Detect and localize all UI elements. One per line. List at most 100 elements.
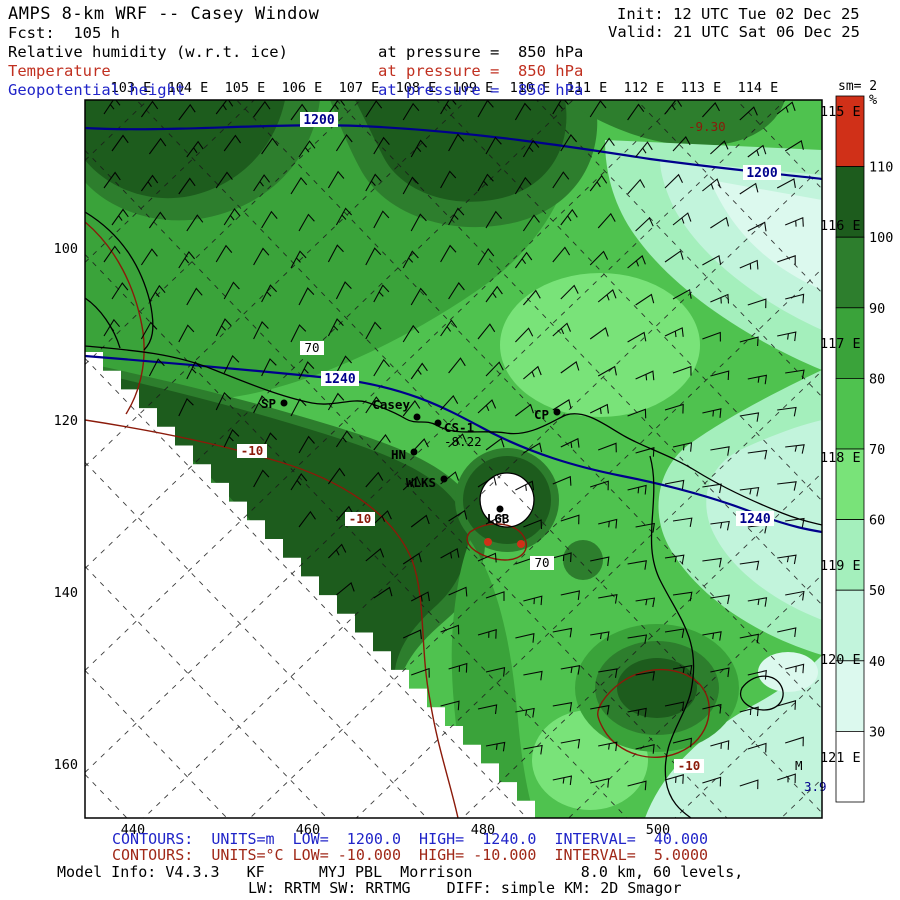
wind-barb: [448, 433, 467, 448]
temp-contour: [466, 523, 527, 561]
wind-barb: [552, 171, 570, 189]
wind-barb: [373, 210, 390, 229]
wind-barb: [635, 447, 655, 457]
colorbar-tick-label: 110: [869, 160, 893, 176]
label-box: [300, 112, 338, 127]
wind-barb: [672, 136, 691, 152]
wind-barb: [440, 100, 457, 115]
wind-barb: [739, 486, 760, 497]
wind-barb: [710, 216, 730, 229]
wind-barb: [597, 137, 615, 155]
graticule-line: [85, 100, 680, 671]
wind-barb: [702, 331, 721, 342]
wind-barb: [373, 136, 390, 155]
wind-barb: [635, 522, 655, 533]
wind-barb: [776, 178, 796, 189]
wind-barb: [739, 779, 759, 790]
wind-barb: [485, 741, 506, 752]
wind-barb: [672, 288, 692, 300]
wind-barb: [335, 281, 352, 300]
rh-fill-region: [500, 273, 700, 417]
wind-barb: [522, 289, 541, 306]
wind-barb: [672, 365, 692, 376]
wind-barb: [739, 259, 759, 270]
wind-barb: [710, 293, 730, 304]
axis-label-right: 121 E: [820, 750, 861, 766]
graticule-line: [355, 370, 822, 818]
wind-barb: [627, 331, 647, 343]
wind-barb: [327, 467, 346, 485]
wind-barb: [261, 210, 278, 229]
axis-label-right: 118 E: [820, 450, 861, 466]
graticule-line: [85, 670, 228, 818]
colorbar-segment: [835, 307, 865, 379]
wind-barb: [336, 581, 355, 596]
footer-contours-height: CONTOURS: UNITS=m LOW= 1200.0 HIGH= 1240…: [112, 830, 709, 848]
axis-label-top: 103 E: [111, 80, 152, 96]
wind-barb: [215, 171, 233, 189]
wind-barb: [627, 408, 647, 419]
wind-barb: [448, 357, 466, 374]
valid-time: Valid: 21 UTC Sat 06 Dec 25: [608, 23, 860, 41]
footer-model-info: Model Info: V4.3.3 KF MYJ PBL Morrison 8…: [57, 863, 744, 881]
wind-barb: [701, 102, 720, 118]
label-box: [321, 371, 359, 386]
wind-barb: [140, 100, 159, 118]
axis-label-top: 107 E: [339, 80, 380, 96]
wind-barb: [373, 434, 391, 451]
wind-barb: [785, 293, 805, 304]
wind-barb: [664, 173, 683, 189]
wind-barb: [702, 703, 722, 714]
wind-barb: [402, 250, 419, 269]
wind-barb: [290, 398, 307, 417]
wind-barb: [298, 140, 316, 158]
graticule-line: [235, 100, 822, 710]
wind-barb: [327, 100, 346, 115]
wind-barb: [785, 369, 805, 380]
wind-barb: [365, 100, 383, 118]
wind-barb: [365, 471, 384, 488]
wind-barb: [140, 321, 158, 340]
wind-barb: [335, 505, 354, 522]
station-wlks: WLKS: [406, 475, 448, 490]
wind-barb: [523, 442, 543, 454]
height-label-text: 1200: [303, 113, 334, 128]
wind-barb: [448, 509, 468, 522]
value-marker: -8.22: [444, 434, 482, 449]
graticule-line: [85, 150, 728, 818]
rh-fill-region: [355, 100, 567, 202]
axis-label-top: 110 E: [510, 80, 551, 96]
wind-barb: [140, 248, 158, 266]
wind-barb: [552, 552, 572, 563]
wind-barb: [597, 212, 616, 229]
wind-barb: [627, 780, 647, 791]
wind-barb: [747, 144, 767, 158]
wind-barb: [402, 629, 422, 640]
wind-barb: [515, 403, 534, 417]
wind-barb: [560, 361, 580, 374]
graticule-line: [435, 100, 822, 502]
colorbar-segment: [835, 95, 865, 167]
wind-barb: [747, 298, 767, 309]
wind-barb: [664, 774, 684, 784]
wind-barb: [664, 701, 685, 712]
wind-barb: [290, 324, 307, 343]
wind-barb: [410, 591, 430, 602]
rh-fill-region: [565, 100, 785, 146]
wind-barb: [365, 247, 382, 266]
wind-barb: [672, 664, 693, 675]
wind-barb: [253, 247, 270, 266]
wind-barb: [560, 284, 579, 300]
graticule-line: [85, 254, 628, 818]
wind-barb: [739, 182, 759, 195]
wind-barb: [522, 139, 540, 158]
wind-barb: [635, 141, 653, 158]
rh-fill-region: [563, 540, 603, 580]
station-label: LGB: [487, 511, 510, 526]
label-box: [345, 512, 375, 526]
wind-barb: [298, 287, 315, 306]
wind-barb: [777, 406, 797, 417]
wind-barb: [103, 100, 121, 115]
coastline: [740, 675, 784, 711]
wind-barb: [739, 560, 760, 571]
